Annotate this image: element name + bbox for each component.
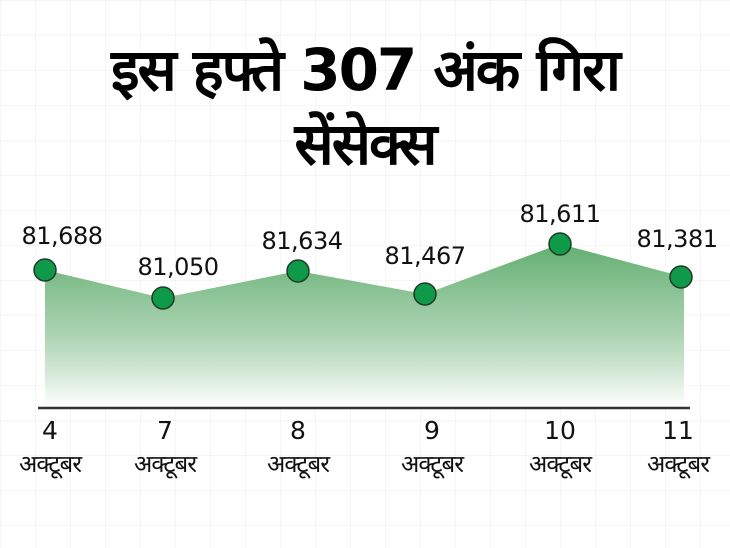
x-label-day: 11 — [662, 416, 694, 445]
data-point-dot[interactable] — [413, 282, 437, 306]
x-axis-label: 8 अक्टूबर — [266, 416, 330, 482]
value-label: 81,688 — [21, 222, 103, 250]
x-label-month: अक्टूबर — [266, 450, 330, 478]
x-axis-label: 9 अक्टूबर — [400, 416, 464, 482]
chart-title-line-1: इस हफ्ते 307 अंक गिरा — [111, 36, 621, 104]
x-label-month: अक्टूबर — [646, 450, 710, 478]
data-point-dot[interactable] — [669, 265, 693, 289]
x-axis-label: 10 अक्टूबर — [528, 416, 592, 482]
data-point-dot[interactable] — [548, 232, 572, 256]
x-label-month: अक्टूबर — [400, 450, 464, 478]
x-label-day: 7 — [157, 416, 173, 445]
x-axis-label: 11 अक्टूबर — [646, 416, 710, 482]
value-label: 81,467 — [384, 242, 466, 270]
data-point-dot[interactable] — [286, 259, 310, 283]
x-label-month: अक्टूबर — [528, 450, 592, 478]
value-label: 81,634 — [261, 227, 343, 255]
x-label-month: अक्टूबर — [18, 450, 82, 478]
x-label-day: 9 — [424, 416, 440, 445]
x-label-month: अक्टूबर — [133, 450, 197, 478]
value-label: 81,050 — [137, 253, 219, 281]
chart-title-line-2: सेंसेक्स — [294, 110, 438, 178]
value-label: 81,381 — [636, 225, 718, 253]
data-point-dot[interactable] — [151, 286, 175, 310]
area-fill — [45, 244, 684, 406]
x-label-day: 4 — [42, 416, 58, 445]
value-label: 81,611 — [519, 200, 601, 228]
data-points — [33, 232, 693, 310]
x-axis-label: 4 अक्टूबर — [18, 416, 82, 482]
data-point-dot[interactable] — [33, 258, 57, 282]
x-label-day: 10 — [544, 416, 576, 445]
x-label-day: 8 — [290, 416, 306, 445]
x-axis-label: 7 अक्टूबर — [133, 416, 197, 482]
